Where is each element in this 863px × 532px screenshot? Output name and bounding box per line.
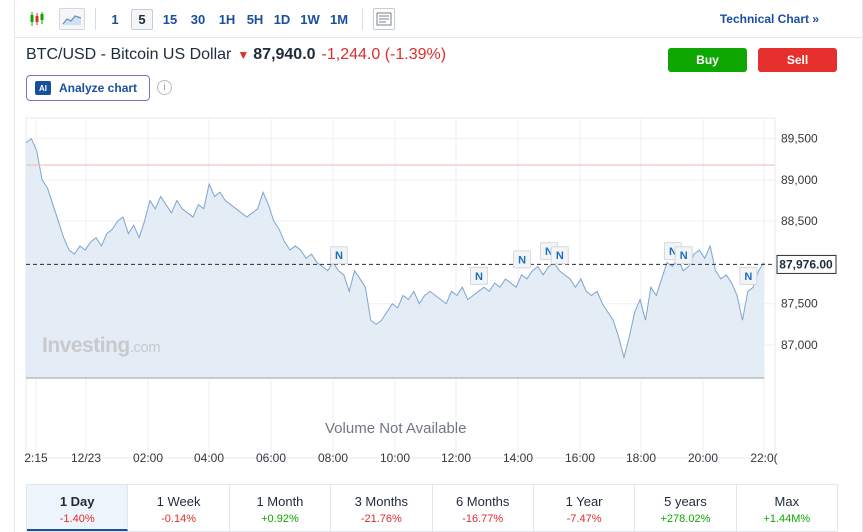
- x-tick-label: 06:00: [256, 451, 286, 465]
- news-marker-label: N: [680, 250, 688, 262]
- toolbar-divider: [95, 8, 96, 30]
- sell-button[interactable]: Sell: [758, 48, 837, 72]
- period-label: 6 Months: [455, 494, 510, 509]
- period-label: 1 Week: [156, 494, 201, 509]
- x-tick-label: 22:0(: [750, 451, 777, 465]
- chart-settings-icon[interactable]: [373, 8, 395, 30]
- period-change: -1.40%: [59, 513, 95, 525]
- news-marker: [469, 266, 488, 285]
- technical-chart-link[interactable]: Technical Chart »: [719, 12, 819, 26]
- period-change: -21.76%: [360, 513, 402, 525]
- period-tab[interactable]: 5 years +278.02%: [635, 485, 737, 531]
- x-tick-label: 2:15: [24, 451, 48, 465]
- x-tick-label: 04:00: [194, 451, 224, 465]
- area-chart-icon[interactable]: [59, 8, 85, 30]
- interval-5h[interactable]: 5H: [246, 12, 264, 27]
- info-icon[interactable]: i: [157, 80, 172, 95]
- period-label: 5 years: [664, 494, 707, 509]
- candlestick-icon[interactable]: [26, 8, 48, 30]
- period-change: +0.92%: [261, 513, 299, 525]
- news-marker-label: N: [518, 254, 526, 266]
- period-tab[interactable]: 1 Year -7.47%: [534, 485, 636, 531]
- period-tab[interactable]: 6 Months -16.77%: [433, 485, 534, 531]
- investing-watermark: Investing.com: [42, 334, 161, 357]
- price-area: [26, 138, 764, 378]
- period-tab[interactable]: 3 Months -21.76%: [331, 485, 433, 531]
- x-tick-label: 12/23: [71, 451, 101, 465]
- period-tab[interactable]: Max +1.44M%: [737, 485, 837, 531]
- news-marker: [674, 246, 693, 265]
- interval-1m[interactable]: 1M: [329, 12, 349, 27]
- buy-button[interactable]: Buy: [668, 48, 747, 72]
- y-tick-label: 89,500: [781, 132, 818, 146]
- news-marker: [550, 246, 569, 265]
- period-change: -16.77%: [462, 513, 504, 525]
- x-tick-label: 02:00: [133, 451, 163, 465]
- interval-1[interactable]: 1: [111, 12, 119, 27]
- period-label: 1 Day: [59, 494, 95, 509]
- analyze-chart-label: Analyze chart: [59, 81, 138, 95]
- x-tick-label: 18:00: [626, 451, 656, 465]
- ai-icon: AI: [35, 81, 51, 95]
- interval-15[interactable]: 15: [162, 12, 178, 27]
- period-label: 3 Months: [354, 494, 409, 509]
- x-tick-label: 12:00: [441, 451, 471, 465]
- news-marker: [329, 246, 348, 265]
- y-tick-label: 88,500: [781, 214, 818, 228]
- y-tick-label: 87,000: [781, 338, 818, 352]
- period-change: -0.14%: [161, 513, 196, 525]
- period-tab[interactable]: 1 Week -0.14%: [128, 485, 230, 531]
- interval-1w[interactable]: 1W: [300, 12, 320, 27]
- interval-1h[interactable]: 1H: [218, 12, 236, 27]
- period-label: Max: [774, 494, 800, 509]
- current-price-label: 87,976.00: [779, 257, 833, 271]
- period-tab[interactable]: 1 Month +0.92%: [230, 485, 332, 531]
- period-label: 1 Month: [256, 494, 304, 509]
- toolbar-divider: [362, 8, 363, 30]
- interval-1d[interactable]: 1D: [273, 12, 291, 27]
- news-marker-label: N: [669, 246, 677, 258]
- price-chart[interactable]: 2:15 12/23 02:00 04:00 06:00 08:00 10:00 12:00 1…: [0, 106, 863, 476]
- news-marker-label: N: [744, 271, 752, 283]
- period-tab[interactable]: 1 Day -1.40%: [27, 485, 129, 531]
- period-label: 1 Year: [565, 494, 603, 509]
- price-line: [25, 137, 765, 360]
- period-change: +278.02%: [660, 513, 711, 525]
- news-marker: [513, 250, 532, 269]
- last-price: 87,940.0: [253, 46, 316, 63]
- news-marker-label: N: [545, 246, 553, 258]
- period-change: -7.47%: [566, 513, 602, 525]
- down-arrow-icon: ▼: [237, 48, 250, 62]
- interval-5[interactable]: 5: [131, 9, 153, 30]
- volume-not-available: Volume Not Available: [325, 420, 467, 437]
- y-tick-label: 87,500: [781, 297, 818, 311]
- x-tick-label: 08:00: [318, 451, 348, 465]
- x-tick-label: 16:00: [565, 451, 595, 465]
- news-marker: [739, 266, 758, 285]
- performance-periods: 1 Day -1.40% 1 Week -0.14% 1 Month +0.92% 3 Mo…: [26, 484, 838, 532]
- news-marker-label: N: [556, 250, 564, 262]
- x-tick-label: 10:00: [380, 451, 410, 465]
- news-marker-label: N: [475, 271, 483, 283]
- price-change: -1,244.0 (-1.39%): [321, 46, 447, 63]
- analyze-chart-button[interactable]: AI Analyze chart: [26, 75, 150, 101]
- interval-30[interactable]: 30: [190, 12, 206, 27]
- x-tick-label: 20:00: [688, 451, 718, 465]
- y-tick-label: 89,000: [781, 173, 818, 187]
- instrument-title: BTC/USD - Bitcoin US Dollar: [26, 46, 232, 63]
- current-price-box: [776, 254, 837, 274]
- instrument-header: BTC/USD - Bitcoin US Dollar ▼ 87,940.0 -…: [26, 46, 446, 64]
- news-marker-label: N: [335, 250, 343, 262]
- period-change: +1.44M%: [763, 513, 811, 525]
- chart-toolbar: [14, 0, 863, 38]
- x-tick-label: 14:00: [503, 451, 533, 465]
